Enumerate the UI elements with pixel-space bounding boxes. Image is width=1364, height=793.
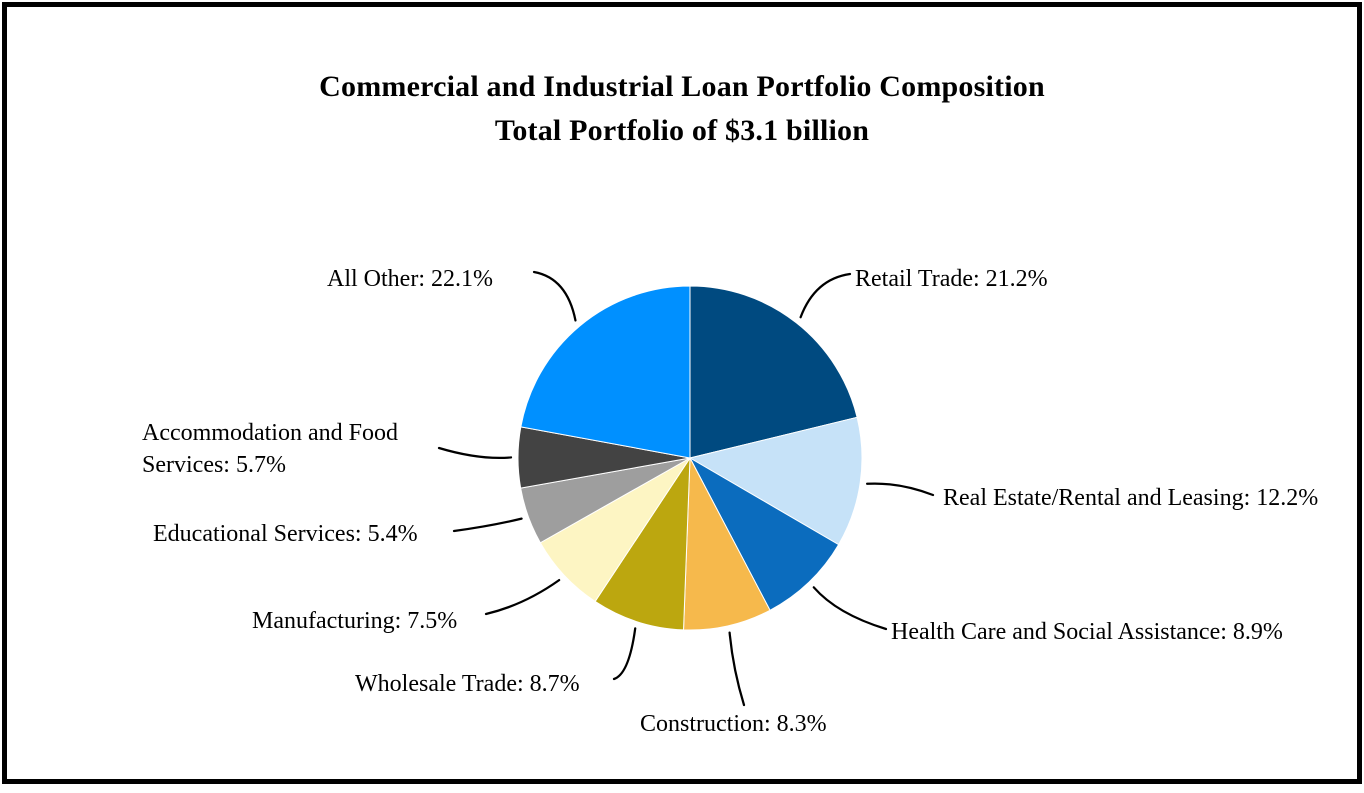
slice-label-wholesale-trade: Wholesale Trade: 8.7% [355,668,580,700]
leader-line-all-other [534,272,575,320]
leader-line-educational-services [454,519,522,531]
slice-label-accommodation-and-food-services: Accommodation and Food Services: 5.7% [142,417,437,481]
leader-line-construction [730,633,744,705]
leader-line-real-estate-rental-and-leasing [867,484,933,495]
slice-label-all-other: All Other: 22.1% [327,263,493,295]
slice-label-health-care-and-social-assistance: Health Care and Social Assistance: 8.9% [891,616,1283,648]
leader-line-manufacturing [486,580,559,614]
slice-label-educational-services: Educational Services: 5.4% [153,518,418,550]
slice-label-retail-trade: Retail Trade: 21.2% [855,263,1048,295]
pie-slices [518,286,862,630]
leader-line-wholesale-trade [614,628,635,679]
pie-chart [7,7,1364,793]
slice-label-real-estate-rental-and-leasing: Real Estate/Rental and Leasing: 12.2% [943,482,1318,514]
leader-line-health-care-and-social-assistance [814,587,886,629]
leader-line-retail-trade [801,274,850,317]
leader-line-accommodation-and-food-services [439,448,511,458]
slice-label-construction: Construction: 8.3% [640,708,827,740]
slice-label-manufacturing: Manufacturing: 7.5% [252,605,457,637]
